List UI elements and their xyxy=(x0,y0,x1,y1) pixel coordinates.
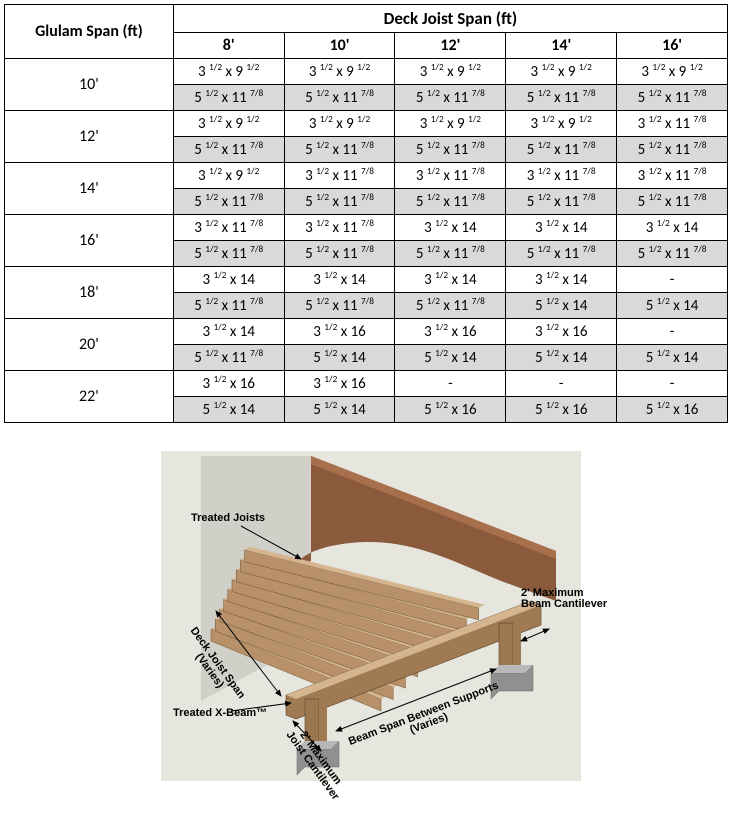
cell-bottom: 5 1/2 x 11 7/8 xyxy=(395,85,506,111)
cell-bottom: 5 1/2 x 11 7/8 xyxy=(284,241,395,267)
cell-top: 3 1/2 x 11 7/8 xyxy=(284,215,395,241)
cell-top: 3 1/2 x 14 xyxy=(506,215,617,241)
glulam-span-header: 14' xyxy=(5,163,174,215)
cell-bottom: 5 1/2 x 11 7/8 xyxy=(395,293,506,319)
cell-bottom: 5 1/2 x 11 7/8 xyxy=(284,85,395,111)
cell-bottom: 5 1/2 x 11 7/8 xyxy=(173,85,284,111)
cell-bottom: 5 1/2 x 11 7/8 xyxy=(395,137,506,163)
table-row: 18'3 1/2 x 143 1/2 x 143 1/2 x 143 1/2 x… xyxy=(5,267,728,293)
table-row: 16'3 1/2 x 11 7/83 1/2 x 11 7/83 1/2 x 1… xyxy=(5,215,728,241)
cell-bottom: 5 1/2 x 11 7/8 xyxy=(395,241,506,267)
cell-top: 3 1/2 x 14 xyxy=(395,215,506,241)
joist-span-header: 12' xyxy=(395,33,506,59)
cell-top: 3 1/2 x 9 1/2 xyxy=(617,59,728,85)
cell-bottom: 5 1/2 x 14 xyxy=(173,397,284,423)
cell-bottom: 5 1/2 x 11 7/8 xyxy=(617,241,728,267)
cell-top: 3 1/2 x 14 xyxy=(173,267,284,293)
cell-bottom: 5 1/2 x 11 7/8 xyxy=(284,137,395,163)
glulam-span-header: 16' xyxy=(5,215,174,267)
cell-top: 3 1/2 x 9 1/2 xyxy=(173,111,284,137)
table-row: 12'3 1/2 x 9 1/23 1/2 x 9 1/23 1/2 x 9 1… xyxy=(5,111,728,137)
diagram-container: Treated Joists Deck Joist Span (Varies) … xyxy=(4,441,728,806)
cell-bottom: 5 1/2 x 11 7/8 xyxy=(395,189,506,215)
cell-top: 3 1/2 x 11 7/8 xyxy=(617,163,728,189)
cell-top: 3 1/2 x 9 1/2 xyxy=(284,111,395,137)
cell-bottom: 5 1/2 x 11 7/8 xyxy=(617,137,728,163)
label-treated-xbeam: Treated X-Beam™ xyxy=(173,707,267,719)
cell-top: 3 1/2 x 11 7/8 xyxy=(617,111,728,137)
label-beam-cantilever: 2' Maximum Beam Cantilever xyxy=(521,587,608,610)
post-right xyxy=(499,619,521,673)
table-row: 10'3 1/2 x 9 1/23 1/2 x 9 1/23 1/2 x 9 1… xyxy=(5,59,728,85)
cell-bottom: 5 1/2 x 16 xyxy=(395,397,506,423)
cell-top: 3 1/2 x 9 1/2 xyxy=(173,163,284,189)
cell-bottom: 5 1/2 x 14 xyxy=(506,293,617,319)
table-row: 22'3 1/2 x 163 1/2 x 16--- xyxy=(5,371,728,397)
cell-top: - xyxy=(617,319,728,345)
cell-bottom: 5 1/2 x 11 7/8 xyxy=(506,189,617,215)
cell-bottom: 5 1/2 x 11 7/8 xyxy=(617,189,728,215)
cell-bottom: 5 1/2 x 14 xyxy=(395,345,506,371)
cell-top: 3 1/2 x 14 xyxy=(173,319,284,345)
table-row: 14'3 1/2 x 9 1/23 1/2 x 11 7/83 1/2 x 11… xyxy=(5,163,728,189)
cell-bottom: 5 1/2 x 11 7/8 xyxy=(173,345,284,371)
joist-span-header: 10' xyxy=(284,33,395,59)
cell-top: 3 1/2 x 16 xyxy=(395,319,506,345)
cell-bottom: 5 1/2 x 11 7/8 xyxy=(173,189,284,215)
cell-top: 3 1/2 x 11 7/8 xyxy=(395,163,506,189)
cell-bottom: 5 1/2 x 11 7/8 xyxy=(284,293,395,319)
cell-top: 3 1/2 x 11 7/8 xyxy=(506,163,617,189)
cell-top: - xyxy=(395,371,506,397)
cell-bottom: 5 1/2 x 11 7/8 xyxy=(506,241,617,267)
cell-top: 3 1/2 x 14 xyxy=(284,267,395,293)
cell-bottom: 5 1/2 x 14 xyxy=(617,345,728,371)
glulam-span-header: 12' xyxy=(5,111,174,163)
cell-bottom: 5 1/2 x 11 7/8 xyxy=(284,189,395,215)
glulam-span-header: 10' xyxy=(5,59,174,111)
cell-top: 3 1/2 x 11 7/8 xyxy=(173,215,284,241)
cell-bottom: 5 1/2 x 16 xyxy=(617,397,728,423)
cell-top: 3 1/2 x 11 7/8 xyxy=(284,163,395,189)
cell-top: - xyxy=(506,371,617,397)
table-row: 20'3 1/2 x 143 1/2 x 163 1/2 x 163 1/2 x… xyxy=(5,319,728,345)
cell-bottom: 5 1/2 x 11 7/8 xyxy=(173,241,284,267)
cell-top: 3 1/2 x 14 xyxy=(395,267,506,293)
deck-diagram: Treated Joists Deck Joist Span (Varies) … xyxy=(121,441,611,801)
cell-top: - xyxy=(617,267,728,293)
cell-bottom: 5 1/2 x 14 xyxy=(284,345,395,371)
cell-top: 3 1/2 x 9 1/2 xyxy=(395,59,506,85)
cell-top: 3 1/2 x 14 xyxy=(506,267,617,293)
table-title: Deck Joist Span (ft) xyxy=(173,5,727,33)
cell-top: - xyxy=(617,371,728,397)
cell-bottom: 5 1/2 x 14 xyxy=(617,293,728,319)
label-treated-joists: Treated Joists xyxy=(191,512,265,524)
span-table: Glulam Span (ft) Deck Joist Span (ft) 8'… xyxy=(4,4,728,423)
joist-span-header: 16' xyxy=(617,33,728,59)
cell-top: 3 1/2 x 16 xyxy=(284,371,395,397)
joist-span-header: 8' xyxy=(173,33,284,59)
cell-bottom: 5 1/2 x 11 7/8 xyxy=(617,85,728,111)
cell-bottom: 5 1/2 x 14 xyxy=(284,397,395,423)
cell-bottom: 5 1/2 x 11 7/8 xyxy=(173,137,284,163)
glulam-span-header: 22' xyxy=(5,371,174,423)
cell-top: 3 1/2 x 16 xyxy=(173,371,284,397)
cell-bottom: 5 1/2 x 11 7/8 xyxy=(506,137,617,163)
cell-top: 3 1/2 x 9 1/2 xyxy=(284,59,395,85)
cell-top: 3 1/2 x 9 1/2 xyxy=(173,59,284,85)
cell-top: 3 1/2 x 9 1/2 xyxy=(395,111,506,137)
cell-top: 3 1/2 x 14 xyxy=(617,215,728,241)
cell-top: 3 1/2 x 9 1/2 xyxy=(506,111,617,137)
table-body: 10'3 1/2 x 9 1/23 1/2 x 9 1/23 1/2 x 9 1… xyxy=(5,59,728,423)
cell-bottom: 5 1/2 x 14 xyxy=(506,345,617,371)
glulam-span-header: 20' xyxy=(5,319,174,371)
cell-bottom: 5 1/2 x 11 7/8 xyxy=(173,293,284,319)
cell-top: 3 1/2 x 16 xyxy=(506,319,617,345)
row-header-title: Glulam Span (ft) xyxy=(5,5,174,59)
joist-span-header: 14' xyxy=(506,33,617,59)
cell-bottom: 5 1/2 x 11 7/8 xyxy=(506,85,617,111)
cell-top: 3 1/2 x 9 1/2 xyxy=(506,59,617,85)
glulam-span-header: 18' xyxy=(5,267,174,319)
cell-bottom: 5 1/2 x 16 xyxy=(506,397,617,423)
cell-top: 3 1/2 x 16 xyxy=(284,319,395,345)
